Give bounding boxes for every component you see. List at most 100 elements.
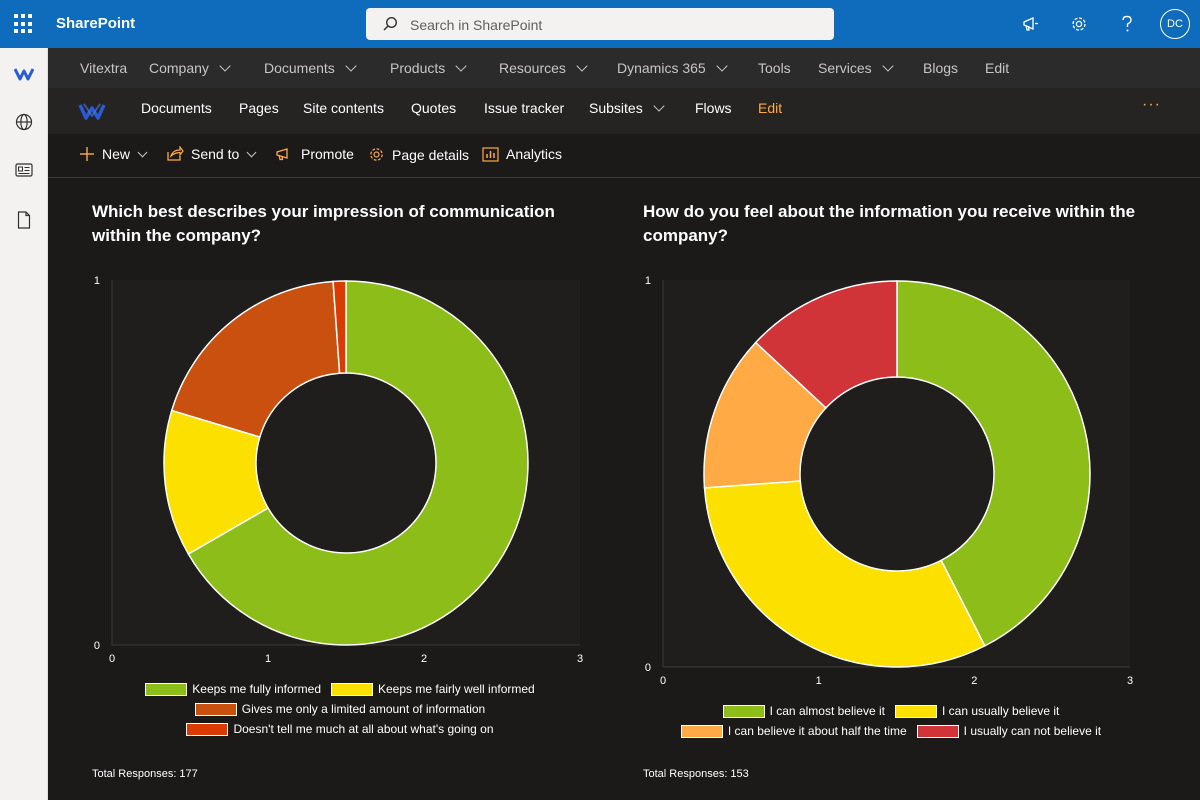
hub-item-label: Edit — [985, 60, 1010, 76]
legend-item[interactable]: I can believe it about half the time — [680, 724, 907, 738]
donut-slice — [703, 480, 986, 668]
hub-item-company[interactable]: Company — [149, 60, 231, 76]
site-nav-subsites[interactable]: Subsites — [589, 100, 665, 116]
app-name[interactable]: SharePoint — [56, 15, 136, 32]
chevron-down-icon — [455, 60, 467, 72]
legend-swatch — [331, 682, 373, 696]
hub-item-documents[interactable]: Documents — [264, 60, 357, 76]
legend-swatch — [680, 724, 723, 738]
send-to-button[interactable]: Send to — [167, 146, 257, 162]
analytics-label: Analytics — [506, 146, 563, 162]
left-app-rail — [0, 48, 48, 800]
gear-icon[interactable] — [1067, 12, 1091, 36]
site-nav-quotes[interactable]: Quotes — [411, 100, 456, 116]
donut-slice — [896, 280, 1091, 647]
y-tick-label: 0 — [645, 662, 651, 674]
site-nav-pages[interactable]: Pages — [239, 100, 279, 116]
chart-legend-left: Keeps me fully informed Keeps me fairly w… — [95, 682, 585, 742]
chevron-down-icon — [137, 147, 148, 157]
legend-item[interactable]: Gives me only a limited amount of inform… — [194, 702, 485, 716]
legend-item[interactable]: I can almost believe it — [722, 704, 885, 718]
x-tick-label: 0 — [660, 675, 666, 687]
site-nav-flows[interactable]: Flows — [695, 100, 732, 116]
site-nav-label: Documents — [141, 100, 212, 116]
chart-title-left: Which best describes your impression of … — [92, 202, 555, 245]
x-tick-label: 1 — [265, 653, 271, 665]
page-details-button[interactable]: Page details — [368, 146, 469, 163]
site-nav-label: Flows — [695, 100, 732, 116]
globe-icon[interactable] — [12, 110, 36, 134]
avatar[interactable]: DC — [1160, 9, 1190, 39]
news-icon[interactable] — [12, 158, 36, 182]
hub-item-blogs[interactable]: Blogs — [923, 60, 958, 76]
megaphone-icon — [276, 148, 288, 161]
y-tick-label: 1 — [94, 275, 100, 287]
site-nav-label: Issue tracker — [484, 100, 565, 116]
x-tick-label: 2 — [971, 675, 977, 687]
hub-item-label: Blogs — [923, 60, 959, 76]
legend-item[interactable]: Doesn't tell me much at all about what's… — [186, 722, 494, 736]
site-nav-edit[interactable]: Edit — [758, 100, 782, 116]
send-to-label: Send to — [191, 146, 240, 162]
megaphone-icon[interactable] — [1019, 12, 1043, 36]
gear-icon — [370, 148, 383, 161]
donut-chart-right-svg: 0 1 2 3 1 0 — [645, 275, 1133, 687]
more-options-icon[interactable]: ··· — [1142, 96, 1161, 113]
promote-button[interactable]: Promote — [275, 146, 354, 162]
donut-slice — [170, 280, 341, 438]
legend-item[interactable]: I usually can not believe it — [916, 724, 1101, 738]
donut-chart-left-svg: 0 1 2 3 1 0 — [94, 275, 583, 665]
site-nav-issue-tracker[interactable]: Issue tracker — [484, 100, 564, 116]
site-nav-site-contents[interactable]: Site contents — [303, 100, 384, 116]
new-button[interactable]: New — [79, 146, 148, 162]
search-placeholder: Search in SharePoint — [410, 17, 543, 33]
hub-item-label: Services — [818, 60, 872, 76]
legend-swatch — [894, 704, 937, 718]
site-nav-label: Edit — [758, 100, 783, 116]
donut-chart-left: 0 1 2 3 1 0 — [80, 265, 600, 675]
hub-item-label: Dynamics 365 — [617, 60, 706, 76]
x-tick-label: 3 — [1127, 675, 1133, 687]
promote-label: Promote — [301, 146, 354, 162]
help-icon[interactable] — [1115, 12, 1139, 36]
site-logo-icon[interactable] — [78, 101, 106, 126]
chevron-down-icon — [345, 60, 357, 72]
x-tick-label: 1 — [816, 675, 822, 687]
legend-row: Doesn't tell me much at all about what's… — [95, 722, 585, 736]
chart-title-right: How do you feel about the information yo… — [643, 202, 1136, 245]
hub-item-products[interactable]: Products — [390, 60, 467, 76]
total-responses-left: Total Responses: 177 — [92, 768, 198, 780]
analytics-button[interactable]: Analytics — [482, 146, 562, 162]
hub-item-resources[interactable]: Resources — [499, 60, 588, 76]
site-nav-documents[interactable]: Documents — [141, 100, 212, 116]
x-tick-label: 0 — [109, 653, 115, 665]
legend-row: Keeps me fully informed Keeps me fairly w… — [95, 682, 585, 696]
hub-item-dynamics-365[interactable]: Dynamics 365 — [617, 60, 728, 76]
legend-label: Doesn't tell me much at all about what's… — [233, 722, 494, 736]
legend-item[interactable]: Keeps me fairly well informed — [331, 682, 535, 696]
legend-swatch — [186, 722, 229, 736]
site-logo-icon[interactable] — [12, 62, 36, 86]
waffle-icon[interactable] — [14, 14, 34, 34]
search-box[interactable]: Search in SharePoint — [366, 8, 834, 40]
search-icon — [382, 16, 398, 37]
hub-item-label: Products — [390, 60, 446, 76]
y-tick-label: 1 — [645, 275, 651, 287]
plus-icon — [80, 147, 94, 161]
hub-item-vitextra[interactable]: Vitextra — [80, 60, 127, 76]
site-nav-label: Subsites — [589, 100, 643, 116]
legend-swatch — [194, 702, 237, 716]
hub-item-tools[interactable]: Tools — [758, 60, 791, 76]
site-nav-label: Quotes — [411, 100, 457, 116]
legend-row: Gives me only a limited amount of inform… — [95, 702, 585, 716]
total-responses-right: Total Responses: 153 — [643, 768, 749, 780]
hub-item-services[interactable]: Services — [818, 60, 894, 76]
x-tick-label: 3 — [577, 653, 583, 665]
legend-item[interactable]: I can usually believe it — [894, 704, 1059, 718]
hub-item-label: Vitextra — [80, 60, 128, 76]
share-icon — [167, 146, 184, 161]
document-icon[interactable] — [12, 208, 36, 232]
page-details-label: Page details — [392, 146, 470, 163]
legend-item[interactable]: Keeps me fully informed — [145, 682, 321, 696]
hub-item-edit[interactable]: Edit — [985, 60, 1009, 76]
